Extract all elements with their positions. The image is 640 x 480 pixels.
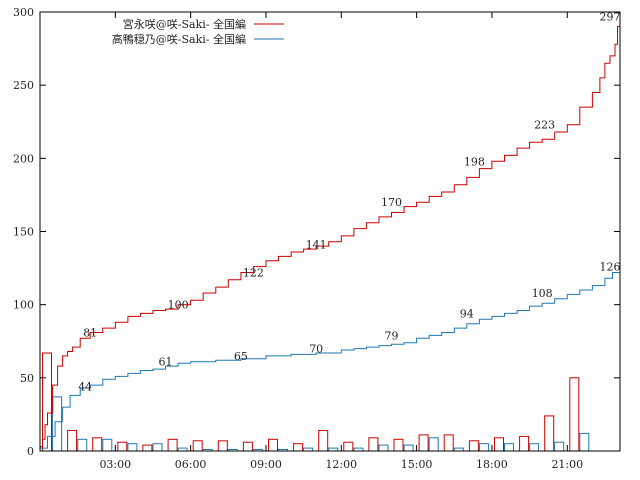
- x-tick-label-6: 18:00: [476, 458, 508, 471]
- data-label-series1-5: 170: [381, 196, 402, 209]
- x-tick-label-4: 12:00: [325, 458, 357, 471]
- data-label-series1-2: 100: [168, 299, 189, 312]
- y-tick-label-1: 0: [27, 445, 34, 458]
- x-tick-label-1: 03:00: [99, 458, 131, 471]
- data-label-series1-4: 141: [306, 239, 327, 252]
- y-tick-label-2: 50: [20, 372, 34, 385]
- y-tick-label-6: 250: [13, 79, 34, 92]
- y-tick-label-3: 100: [13, 299, 34, 312]
- data-label-series2-7: 108: [532, 287, 553, 300]
- data-label-series1-6: 198: [464, 155, 485, 168]
- y-tick-label-7: 300: [13, 6, 34, 19]
- x-tick-label-5: 15:00: [401, 458, 433, 471]
- data-label-series1-3: 122: [243, 267, 264, 280]
- legend-label-2: 高鴨穏乃@咲-Saki- 全国編: [112, 32, 246, 46]
- x-tick-label-7: 21:00: [551, 458, 583, 471]
- data-label-series2-8: 126: [600, 261, 621, 274]
- data-label-series2-6: 94: [460, 307, 474, 320]
- data-label-series2-5: 79: [385, 329, 399, 342]
- data-label-series2-3: 65: [234, 350, 248, 363]
- legend-label-1: 宮永咲@咲-Saki- 全国編: [123, 17, 246, 31]
- y-tick-label-4: 150: [13, 226, 34, 239]
- data-label-series1-7: 223: [534, 119, 555, 132]
- x-tick-label-2: 06:00: [175, 458, 207, 471]
- data-label-series2-1: 44: [78, 381, 92, 394]
- data-label-series2-4: 70: [309, 343, 323, 356]
- x-tick-label-3: 09:00: [250, 458, 282, 471]
- data-label-series2-2: 61: [159, 356, 173, 369]
- data-label-series1-1: 81: [83, 327, 97, 340]
- y-tick-label-5: 200: [13, 152, 34, 165]
